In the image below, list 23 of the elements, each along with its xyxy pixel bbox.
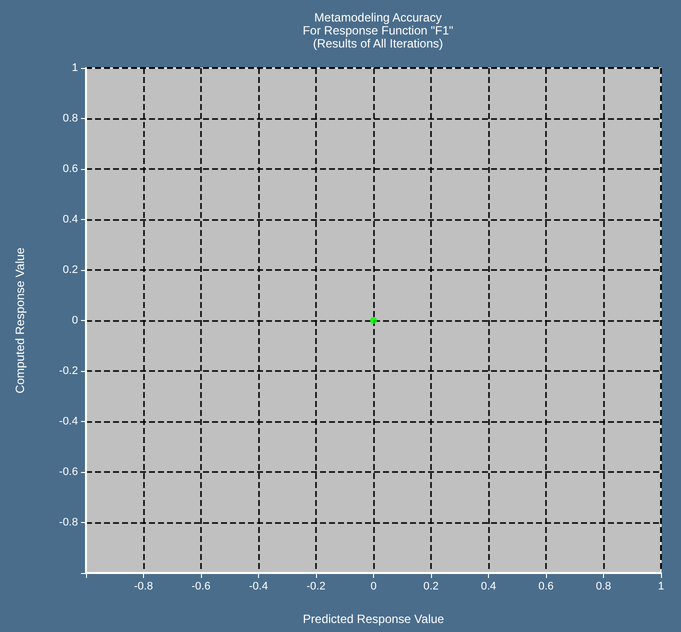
x-tick-label: 0.4: [480, 580, 496, 592]
y-tick-label: -0.2: [59, 365, 78, 377]
x-tick-label: -0.6: [192, 580, 210, 592]
x-tick-label: 0: [370, 580, 377, 592]
x-tick-label: -0.8: [134, 580, 153, 592]
x-tick-label: 1: [658, 580, 664, 592]
y-tick-label: 0.8: [62, 112, 78, 124]
chart-title: Metamodeling Accuracy For Response Function "F1" (Results of All Iterations): [302, 10, 454, 50]
x-tick-label: 0.6: [538, 580, 554, 592]
x-tick-label: 0.2: [423, 580, 439, 592]
y-tick-label: -0.6: [59, 466, 78, 478]
y-tick-label: 0.6: [62, 163, 78, 175]
x-tick-label: 0.8: [596, 580, 612, 592]
y-tick-label: 0.2: [62, 264, 78, 276]
x-tick-label: -0.4: [249, 580, 268, 592]
y-tick-label: 0.4: [62, 214, 78, 226]
y-tick-label: -0.4: [59, 416, 78, 428]
y-tick-label: 0: [72, 314, 78, 326]
x-axis-title: Predicted Response Value: [302, 612, 444, 626]
y-tick-label: 1: [72, 62, 78, 74]
y-axis-title: Computed Response Value: [13, 247, 27, 394]
y-tick-label: -0.8: [59, 516, 78, 528]
x-tick-label: -0.2: [306, 580, 326, 592]
